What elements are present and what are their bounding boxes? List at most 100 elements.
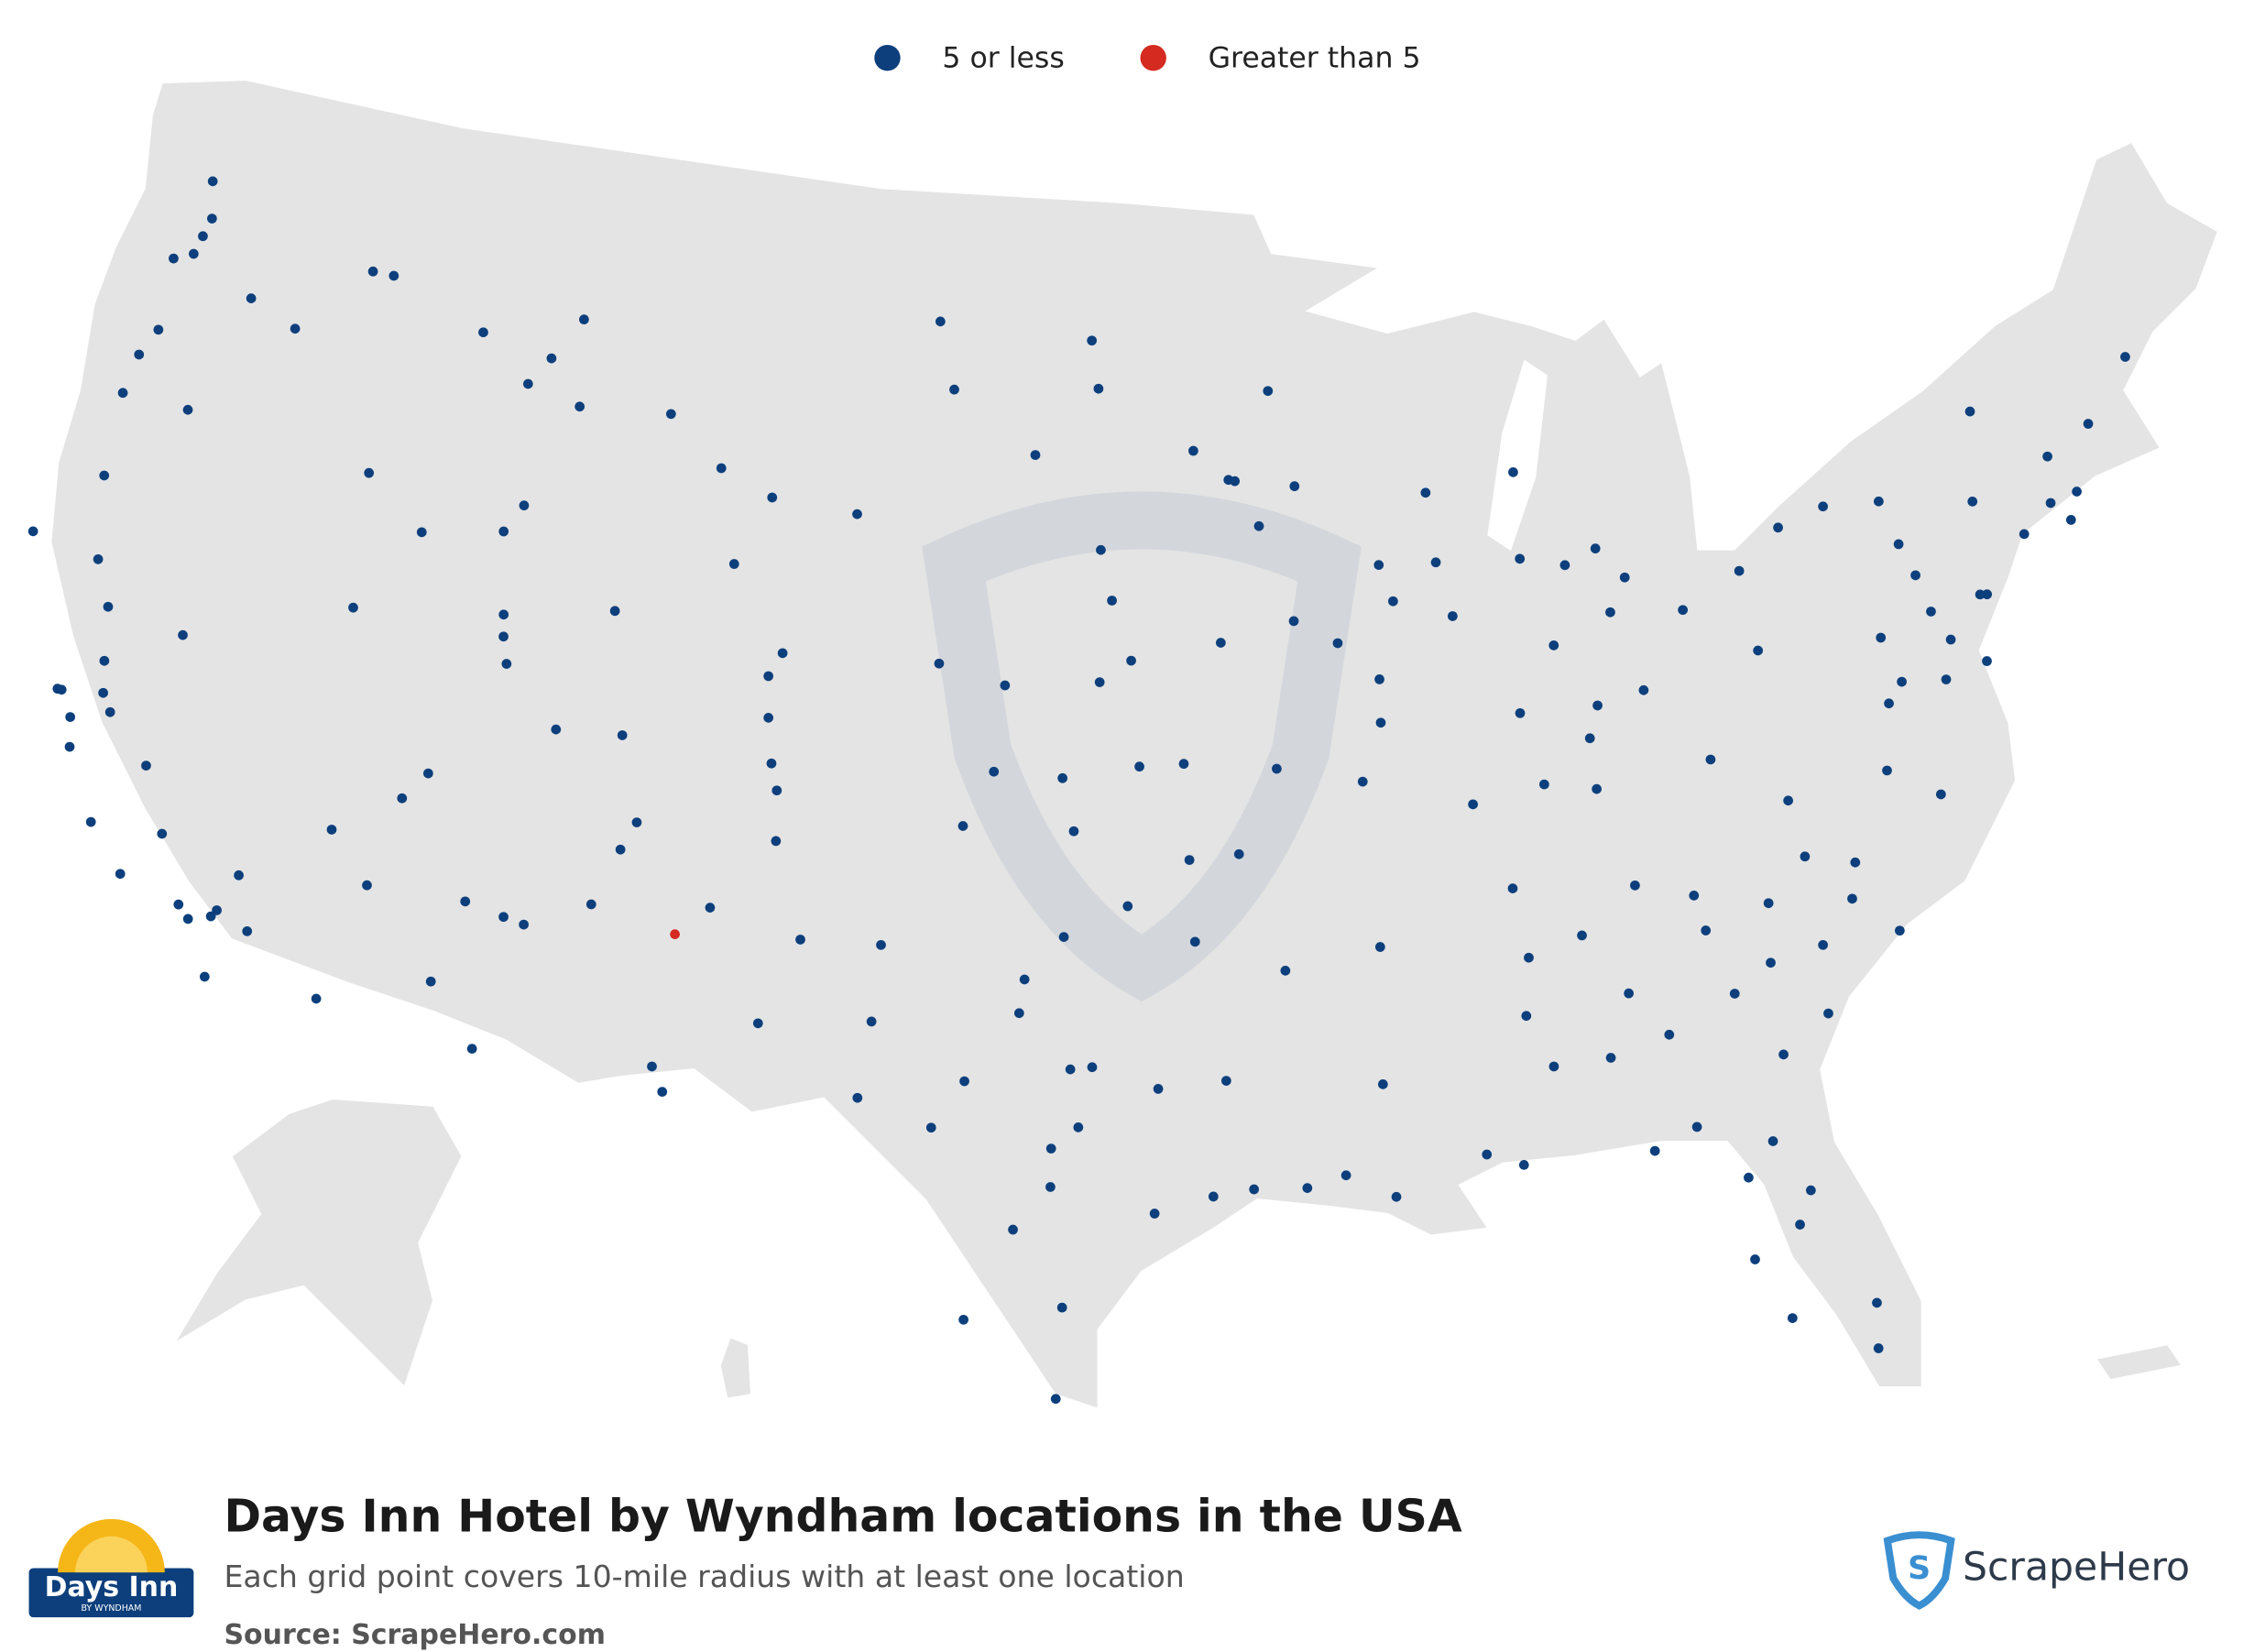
location-dot (64, 741, 75, 752)
location-dot (1508, 467, 1518, 477)
location-dot (767, 492, 778, 503)
location-dot (1126, 655, 1136, 666)
location-dot (290, 323, 301, 334)
shield-icon (1883, 1531, 1955, 1610)
location-dot (1873, 1343, 1884, 1353)
location-dot (1872, 1297, 1882, 1308)
shield-letter: S (1908, 1550, 1931, 1587)
location-dot (117, 388, 128, 399)
subtitle: Each grid point covers 10-mile radius wi… (224, 1559, 1184, 1594)
publisher-name: ScrapeHero (1963, 1545, 2190, 1591)
location-dot (1964, 406, 1975, 417)
location-dot (925, 1122, 936, 1133)
logo-tagline: BY WYNDHAM (81, 1603, 141, 1614)
location-dot (348, 602, 358, 613)
location-dot (1263, 386, 1274, 397)
location-dot (1630, 880, 1640, 891)
location-dot (752, 1018, 763, 1029)
location-dot (1430, 557, 1441, 568)
location-dot (1373, 560, 1384, 570)
location-dot (1584, 733, 1595, 744)
location-dot (1087, 1062, 1098, 1073)
location-dot (27, 526, 38, 537)
location-dot (205, 911, 216, 922)
location-dot (198, 231, 208, 242)
location-dot (1030, 450, 1041, 460)
location-dot (1577, 930, 1587, 941)
location-dot (1795, 1220, 1805, 1230)
location-dot (574, 401, 585, 412)
location-dot (1302, 1183, 1313, 1193)
location-dot (364, 467, 375, 478)
location-dot (771, 836, 782, 847)
location-dot (104, 706, 115, 717)
location-dot (852, 1092, 863, 1103)
location-dot (1910, 570, 1920, 581)
location-dot (98, 687, 108, 698)
location-dot (1289, 481, 1300, 492)
location-dot (763, 712, 774, 723)
location-dot (1559, 560, 1570, 571)
location-dot (2072, 487, 2082, 497)
location-dot (141, 760, 151, 771)
location-dot (716, 463, 727, 474)
location-dot (852, 509, 862, 520)
location-dot (1590, 543, 1601, 554)
location-dot (1233, 848, 1244, 859)
location-dot (1753, 645, 1764, 656)
location-dot (2120, 352, 2130, 362)
contiguous-us (49, 78, 2220, 1411)
location-dot (766, 758, 777, 769)
location-dot (416, 527, 427, 538)
location-dot (388, 270, 399, 281)
legend-swatch (874, 44, 901, 71)
location-dot (1388, 596, 1398, 607)
location-dot (1521, 1011, 1532, 1022)
location-dot (1220, 1076, 1231, 1086)
location-dot (311, 993, 322, 1004)
location-dot (1778, 1049, 1789, 1060)
location-dot (1705, 754, 1716, 765)
location-dot (959, 1076, 969, 1087)
location-dot (1767, 1136, 1778, 1146)
location-dot (1895, 925, 1905, 936)
logo-box (28, 1568, 194, 1618)
location-dot (178, 629, 188, 640)
watermark (922, 491, 1362, 1002)
location-dot (617, 730, 628, 740)
location-dot (498, 631, 509, 642)
location-dot (1056, 1302, 1067, 1313)
logo-sun-core (75, 1536, 148, 1573)
location-dot (1763, 898, 1774, 909)
location-dot (397, 793, 408, 804)
location-dot (1374, 674, 1384, 684)
location-dot (1122, 901, 1133, 912)
location-dot (647, 1061, 657, 1072)
source: Source: ScrapeHero.com (224, 1619, 605, 1651)
location-dot (498, 526, 509, 537)
location-dot (134, 349, 145, 360)
location-dot (425, 976, 436, 987)
location-dot (1073, 1122, 1084, 1132)
location-dot (199, 971, 210, 982)
location-dot (246, 293, 257, 303)
location-dot (1375, 717, 1386, 728)
location-dot (1468, 799, 1478, 810)
location-dot (1605, 607, 1615, 618)
location-dot (1766, 957, 1776, 968)
location-dot (1982, 589, 1993, 600)
location-dot (1068, 826, 1079, 837)
location-dot (1515, 707, 1526, 718)
location-dot (460, 896, 471, 907)
location-dot (1773, 522, 1783, 533)
location-dot (1935, 789, 1946, 800)
great-lakes (1487, 359, 1548, 552)
location-dot (1093, 383, 1104, 394)
location-dot (1638, 684, 1649, 695)
location-dot (665, 409, 676, 420)
location-dot (498, 609, 509, 620)
location-dot (1013, 1008, 1024, 1019)
location-dot (1178, 759, 1189, 770)
location-dot (657, 1087, 668, 1097)
